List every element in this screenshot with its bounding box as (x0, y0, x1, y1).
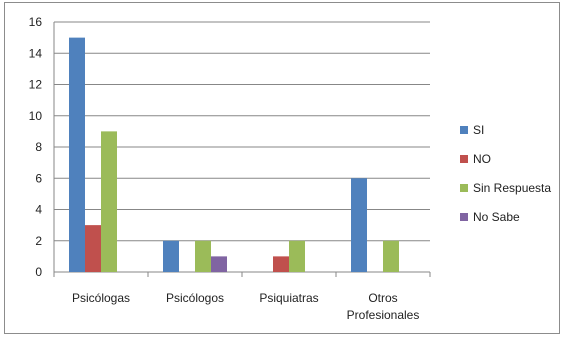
bar-no-sabe (211, 256, 227, 272)
bar-no (85, 225, 101, 272)
bar-si (69, 37, 85, 272)
x-category-label: Psiquiatras (259, 291, 318, 305)
legend-swatch (460, 126, 468, 134)
bar-sin-respuesta (383, 240, 399, 272)
y-tick-label: 0 (35, 265, 42, 279)
y-tick-label: 4 (35, 203, 42, 217)
y-tick-label: 8 (35, 140, 42, 154)
legend-label: No Sabe (473, 210, 520, 224)
bar-no (273, 256, 289, 272)
x-category-label: Profesionales (347, 308, 420, 322)
bar-sin-respuesta (101, 131, 117, 272)
x-category-label: Psicólogas (72, 291, 130, 305)
legend-swatch (460, 213, 468, 221)
y-tick-label: 2 (35, 234, 42, 248)
bar-si (351, 178, 367, 272)
y-tick-label: 6 (35, 171, 42, 185)
y-tick-label: 10 (29, 109, 43, 123)
x-category-label: Otros (368, 291, 397, 305)
y-tick-label: 12 (29, 78, 43, 92)
bar-sin-respuesta (195, 240, 211, 272)
y-tick-label: 16 (29, 15, 43, 29)
legend-label: NO (473, 152, 491, 166)
legend-swatch (460, 184, 468, 192)
chart-frame (4, 2, 560, 334)
legend-label: SI (473, 123, 484, 137)
bar-sin-respuesta (289, 240, 305, 272)
y-tick-label: 14 (29, 46, 43, 60)
legend-swatch (460, 155, 468, 163)
legend-label: Sin Respuesta (473, 181, 551, 195)
bar-si (163, 240, 179, 272)
x-category-label: Psicólogos (166, 291, 224, 305)
